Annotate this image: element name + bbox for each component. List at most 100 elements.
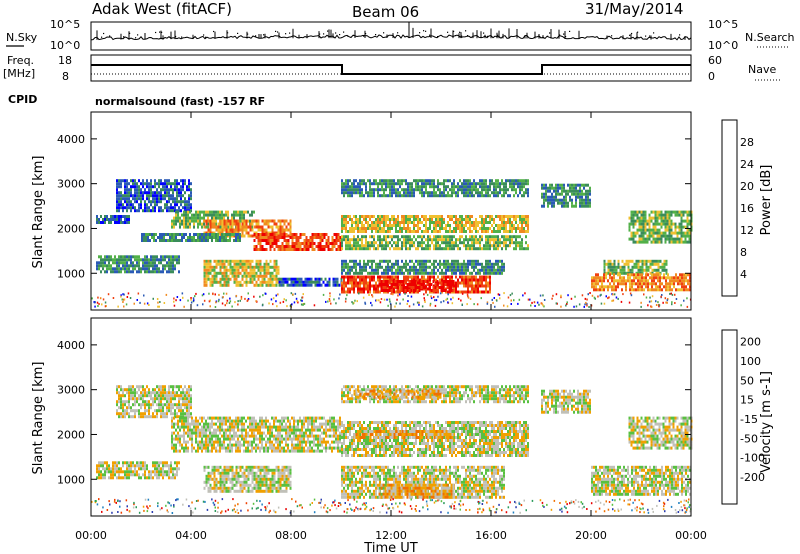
heatmap-cell <box>158 209 160 213</box>
heatmap-cell <box>391 194 393 198</box>
heatmap-cell <box>603 259 606 263</box>
heatmap-cell <box>205 283 208 287</box>
heatmap-cell <box>503 268 505 272</box>
heatmap-speck <box>620 300 623 303</box>
heatmap-cell <box>579 198 581 202</box>
heatmap-cell <box>495 188 497 192</box>
heatmap-cell <box>152 209 154 213</box>
heatmap-cell <box>684 219 687 223</box>
heatmap-cell <box>661 288 663 292</box>
heatmap-cell <box>403 191 405 195</box>
heatmap-cell <box>188 200 190 204</box>
heatmap-cell <box>345 262 347 266</box>
heatmap-cell <box>341 262 343 266</box>
heatmap-speck <box>628 301 631 304</box>
heatmap-cell <box>345 188 347 192</box>
heatmap-cell <box>153 239 155 242</box>
heatmap-cell <box>403 179 405 183</box>
heatmap-cell <box>417 275 419 279</box>
heatmap-cell <box>211 219 214 223</box>
heatmap-cell <box>442 286 445 289</box>
heatmap-cell <box>265 228 268 232</box>
heatmap-cell <box>166 185 168 189</box>
heatmap-cell <box>147 236 149 239</box>
heatmap-cell <box>257 265 260 269</box>
heatmap-cell <box>373 179 375 183</box>
heatmap-cell <box>371 230 373 233</box>
heatmap-cell <box>118 261 120 265</box>
heatmap-speck <box>430 297 433 300</box>
heatmap-cell <box>313 233 316 236</box>
heatmap-cell <box>349 238 351 242</box>
heatmap-cell <box>271 265 274 269</box>
heatmap-speck <box>440 301 442 304</box>
heatmap-cell <box>509 235 511 239</box>
heatmap-cell <box>613 273 615 277</box>
heatmap-cell <box>439 265 441 269</box>
heatmap-cell <box>365 238 367 242</box>
heatmap-speck <box>97 296 99 299</box>
heatmap-cell <box>605 262 608 266</box>
heatmap-cell <box>253 271 256 275</box>
heatmap-cell <box>424 280 427 283</box>
heatmap-cell <box>541 195 543 199</box>
heatmap-cell <box>201 216 203 220</box>
heatmap-cell <box>225 228 228 232</box>
heatmap-cell <box>174 179 176 183</box>
heatmap-cell <box>615 288 617 292</box>
heatmap-cell <box>461 275 463 279</box>
heatmap-cell <box>561 192 563 196</box>
heatmap-cell <box>299 245 302 248</box>
heatmap-cell <box>241 265 244 269</box>
heatmap-cell <box>427 271 429 275</box>
heatmap-cell <box>308 280 311 284</box>
heatmap-cell <box>501 247 503 251</box>
heatmap-cell <box>481 215 483 218</box>
heatmap-cell <box>499 182 501 186</box>
heatmap-speck <box>497 293 500 296</box>
heatmap-cell <box>100 270 102 274</box>
heatmap-cell <box>407 218 409 221</box>
heatmap-cell <box>154 264 156 268</box>
heatmap-cell <box>409 235 411 239</box>
heatmap-cell <box>291 242 294 245</box>
heatmap-cell <box>325 242 328 245</box>
heatmap-cell <box>345 224 347 227</box>
heatmap-cell <box>215 236 217 239</box>
heatmap-cell <box>551 195 553 199</box>
heatmap-cell <box>652 240 655 244</box>
heatmap-speck <box>379 301 382 304</box>
heatmap-speck <box>158 305 160 308</box>
heatmap-cell <box>394 280 397 283</box>
heatmap-cell <box>128 200 130 204</box>
heatmap-cell <box>601 288 603 292</box>
heatmap-speck <box>588 306 590 308</box>
heatmap-cell <box>281 248 284 251</box>
heatmap-cell <box>421 271 423 275</box>
heatmap-cell <box>688 210 691 214</box>
heatmap-cell <box>619 282 621 286</box>
heatmap-cell <box>273 277 276 281</box>
heatmap-cell <box>445 235 447 239</box>
heatmap-cell <box>351 182 353 186</box>
heatmap-cell <box>177 219 179 223</box>
heatmap-cell <box>261 228 264 232</box>
heatmap-cell <box>399 227 401 230</box>
heatmap-cell <box>138 264 140 268</box>
heatmap-cell <box>467 179 469 183</box>
heatmap-cell <box>377 271 379 275</box>
heatmap-cell <box>118 264 120 268</box>
heatmap-cell <box>503 194 505 198</box>
heatmap-cell <box>666 228 669 232</box>
heatmap-cell <box>215 219 217 223</box>
heatmap-cell <box>396 283 399 286</box>
heatmap-cell <box>630 234 633 238</box>
noise-search-dot <box>611 35 613 37</box>
heatmap-cell <box>367 290 369 294</box>
heatmap-cell <box>124 261 126 265</box>
heatmap-cell <box>503 227 505 230</box>
heatmap-cell <box>211 225 214 229</box>
heatmap-cell <box>273 219 276 223</box>
heatmap-cell <box>108 255 110 259</box>
heatmap-cell <box>475 287 477 291</box>
